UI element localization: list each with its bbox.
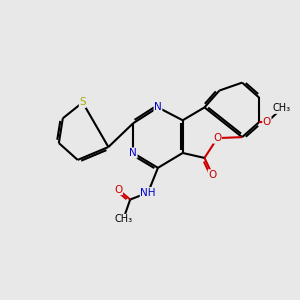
Text: O: O	[114, 184, 122, 195]
Text: CH₃: CH₃	[114, 214, 132, 224]
Text: N: N	[154, 102, 162, 112]
Text: O: O	[263, 117, 271, 127]
Text: O: O	[213, 133, 221, 143]
Text: O: O	[208, 170, 217, 180]
Text: N: N	[129, 148, 137, 158]
Text: S: S	[79, 98, 86, 107]
Text: CH₃: CH₃	[273, 103, 291, 113]
Text: NH: NH	[140, 188, 156, 198]
